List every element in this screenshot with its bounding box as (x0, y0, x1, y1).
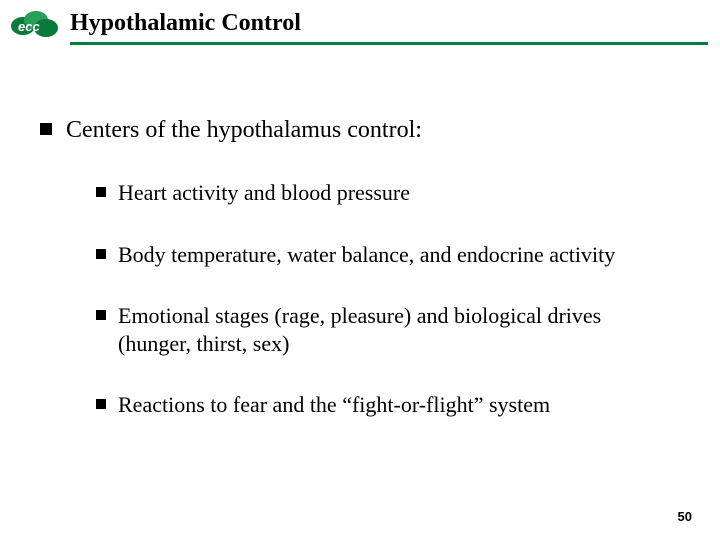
square-bullet-icon (96, 310, 106, 320)
square-bullet-icon (96, 399, 106, 409)
bullet-level1: Centers of the hypothalamus control: (40, 115, 672, 145)
bullet-level2: Body temperature, water balance, and end… (96, 241, 672, 269)
square-bullet-icon (96, 249, 106, 259)
bullet-level2: Heart activity and blood pressure (96, 179, 672, 207)
square-bullet-icon (40, 123, 52, 135)
slide-content: Centers of the hypothalamus control: Hea… (0, 45, 720, 419)
header-row: ecc Hypothalamic Control (0, 0, 720, 40)
bullet-level2: Reactions to fear and the “fight-or-flig… (96, 391, 672, 419)
bullet-text: Body temperature, water balance, and end… (118, 241, 615, 269)
square-bullet-icon (96, 187, 106, 197)
bullet-text: Emotional stages (rage, pleasure) and bi… (118, 302, 672, 357)
svg-text:ecc: ecc (18, 19, 40, 34)
bullet-text: Reactions to fear and the “fight-or-flig… (118, 391, 550, 419)
ecc-logo: ecc (8, 6, 60, 40)
bullet-level2: Emotional stages (rage, pleasure) and bi… (96, 302, 672, 357)
page-number: 50 (678, 509, 692, 524)
slide-title: Hypothalamic Control (70, 10, 301, 37)
bullet-text: Centers of the hypothalamus control: (66, 115, 422, 145)
bullet-text: Heart activity and blood pressure (118, 179, 410, 207)
